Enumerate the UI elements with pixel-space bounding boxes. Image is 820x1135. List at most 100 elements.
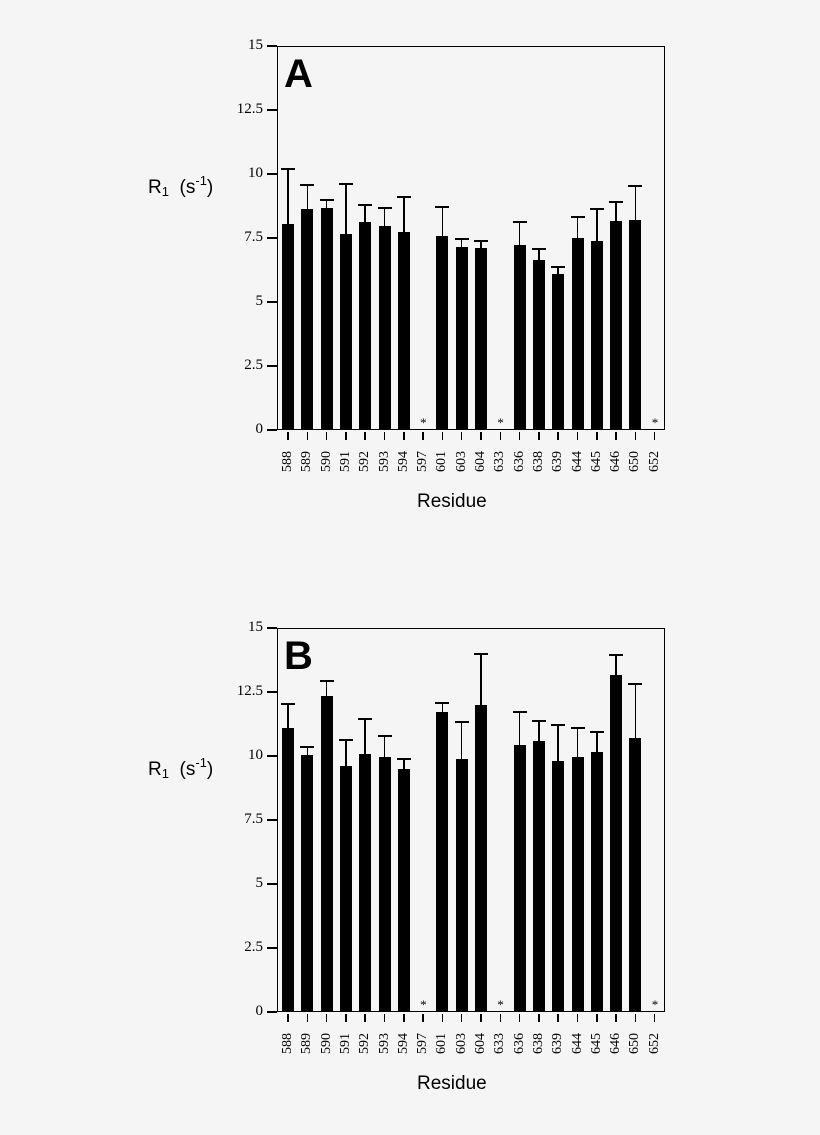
x-tick-label: 646 (608, 1033, 624, 1054)
x-tick-mark (383, 432, 386, 440)
x-tick-mark (499, 432, 502, 440)
error-bar-cap (531, 248, 546, 250)
x-tick-label: 592 (357, 451, 373, 472)
error-bar-stem (345, 739, 347, 766)
x-tick-mark (364, 432, 366, 440)
error-bar-stem (383, 208, 386, 226)
error-bar-cap (358, 717, 373, 720)
bar-residue-590 (320, 208, 333, 430)
missing-data-marker: * (497, 415, 504, 430)
error-bar-stem (306, 185, 309, 210)
bar-residue-645 (590, 751, 603, 1012)
error-bar-stem (615, 202, 617, 222)
x-tick-mark (480, 1014, 482, 1022)
error-bar-stem (480, 654, 482, 706)
x-tick-label: 636 (511, 1033, 527, 1054)
error-bar-cap (474, 240, 488, 243)
bar-residue-591 (339, 233, 352, 430)
error-bar-cap (281, 167, 295, 170)
error-bar-stem (441, 207, 444, 236)
error-bar-stem (383, 736, 386, 758)
x-tick-mark (325, 1014, 328, 1022)
missing-data-marker: * (420, 415, 427, 430)
error-bar-stem (364, 204, 366, 223)
error-bar-cap (435, 206, 450, 209)
x-tick-mark (634, 432, 637, 440)
x-tick-label: 589 (299, 451, 315, 472)
plot-area (277, 46, 665, 430)
x-tick-mark (596, 432, 598, 440)
error-bar-stem (615, 654, 617, 676)
x-tick-label: 603 (453, 1033, 469, 1054)
error-bar-cap (609, 653, 624, 656)
x-tick-label: 604 (473, 451, 488, 472)
bar-residue-593 (378, 757, 391, 1012)
x-tick-label: 591 (337, 1033, 353, 1054)
x-tick-mark (576, 1014, 579, 1022)
missing-data-marker: * (497, 997, 504, 1012)
error-bar-stem (538, 720, 540, 741)
bar-residue-592 (359, 222, 372, 430)
error-bar-cap (628, 683, 643, 686)
bar-residue-650 (629, 220, 642, 430)
bar-residue-604 (475, 705, 487, 1012)
x-tick-label: 652 (646, 1033, 662, 1054)
y-tick-label: 7.5 (244, 229, 263, 245)
x-tick-mark (306, 1014, 309, 1022)
bar-residue-588 (282, 728, 294, 1012)
x-tick-mark (422, 1014, 424, 1022)
x-tick-label: 638 (530, 451, 546, 472)
y-tick-label: 15 (248, 37, 263, 53)
error-bar-stem (557, 725, 559, 762)
x-tick-label: 593 (376, 1033, 392, 1054)
y-tick-mark (267, 627, 277, 629)
missing-data-marker: * (651, 997, 659, 1012)
error-bar-cap (338, 183, 353, 186)
error-bar-stem (518, 222, 521, 245)
error-bar-cap (589, 208, 604, 211)
x-tick-mark (518, 1014, 521, 1022)
error-bar-stem (306, 747, 309, 755)
error-bar-cap (551, 724, 566, 727)
y-tick-label: 10 (248, 747, 263, 763)
bar-residue-650 (629, 738, 642, 1012)
bar-residue-601 (436, 711, 449, 1012)
x-tick-mark (460, 432, 463, 440)
x-tick-mark (634, 1014, 637, 1022)
y-tick-mark (267, 819, 277, 821)
y-tick-mark (267, 691, 277, 693)
error-bar-stem (634, 186, 637, 221)
y-tick-label: 7.5 (244, 811, 263, 827)
x-tick-mark (287, 432, 289, 440)
bar-residue-603 (455, 759, 468, 1012)
bar-residue-644 (571, 238, 584, 430)
x-tick-mark (538, 432, 540, 440)
bar-residue-594 (397, 232, 410, 430)
error-bar-stem (287, 704, 289, 729)
y-tick-label: 5 (255, 293, 264, 309)
error-bar-cap (281, 703, 295, 706)
x-tick-mark (383, 1014, 386, 1022)
x-tick-mark (364, 1014, 366, 1022)
x-tick-label: 644 (569, 451, 585, 472)
x-tick-label: 646 (608, 451, 624, 472)
x-tick-mark (557, 1014, 559, 1022)
x-tick-label: 644 (569, 1033, 585, 1054)
x-tick-mark (653, 1014, 656, 1022)
x-tick-mark (403, 1014, 405, 1022)
x-tick-mark (325, 432, 328, 440)
y-tick-mark (267, 365, 277, 367)
y-tick-mark (267, 173, 277, 175)
bar-residue-636 (513, 744, 526, 1012)
error-bar-stem (480, 241, 482, 248)
x-tick-mark (499, 1014, 502, 1022)
x-tick-label: 594 (395, 1033, 411, 1054)
x-tick-label: 633 (492, 1033, 508, 1054)
y-tick-mark (267, 109, 277, 111)
missing-data-marker: * (651, 415, 659, 430)
x-tick-label: 604 (473, 1033, 488, 1054)
x-tick-label: 597 (415, 451, 431, 472)
x-tick-label: 650 (627, 451, 643, 472)
x-tick-mark (441, 432, 444, 440)
error-bar-stem (460, 721, 463, 760)
